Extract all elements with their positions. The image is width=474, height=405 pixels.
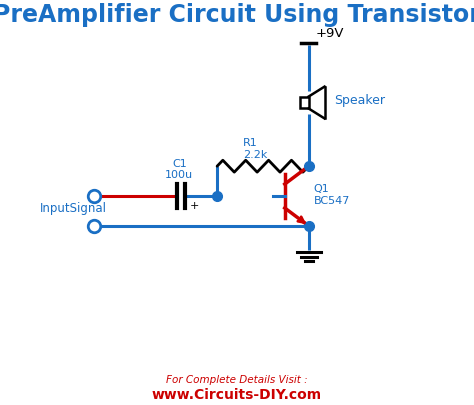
Text: C1
100u: C1 100u — [165, 158, 193, 180]
Bar — [300, 97, 309, 109]
Text: For Complete Details Visit :: For Complete Details Visit : — [166, 374, 308, 384]
Text: PreAmplifier Circuit Using Transistor: PreAmplifier Circuit Using Transistor — [0, 3, 474, 27]
Text: www.Circuits-DIY.com: www.Circuits-DIY.com — [152, 387, 322, 401]
Text: +9V: +9V — [316, 27, 344, 40]
Text: +: + — [190, 200, 200, 210]
Text: InputSignal: InputSignal — [40, 202, 107, 215]
Text: Speaker: Speaker — [335, 94, 385, 107]
Text: Q1
BC547: Q1 BC547 — [313, 184, 350, 205]
Text: R1
2.2k: R1 2.2k — [243, 138, 267, 160]
